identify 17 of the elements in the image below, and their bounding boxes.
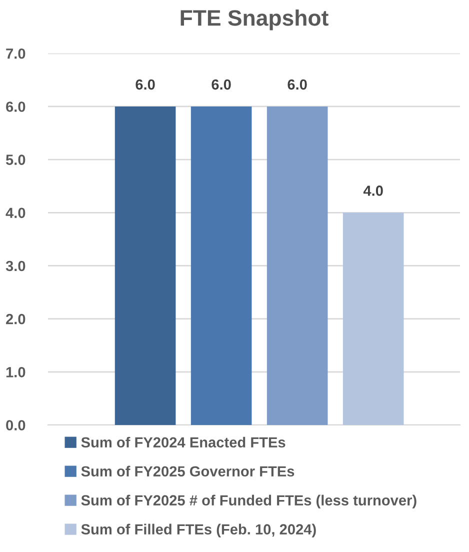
y-tick-label: 1.0 bbox=[6, 367, 26, 378]
legend-label: Sum of FY2025 # of Funded FTEs (less turnover) bbox=[81, 494, 416, 508]
y-tick-label: 0.0 bbox=[6, 420, 26, 430]
y-tick-label: 6.0 bbox=[6, 102, 26, 112]
data-label: 6.0 bbox=[288, 79, 307, 90]
y-tick-label: 7.0 bbox=[6, 48, 26, 59]
y-tick-label: 2.0 bbox=[6, 314, 26, 324]
y-tick-label: 3.0 bbox=[6, 260, 26, 272]
legend-label: Sum of Filled FTEs (Feb. 10, 2024) bbox=[81, 524, 316, 538]
data-label: 6.0 bbox=[212, 79, 231, 90]
data-label: 6.0 bbox=[136, 79, 155, 90]
data-label: 4.0 bbox=[363, 186, 383, 196]
legend-label: Sum of FY2025 Governor FTEs bbox=[81, 466, 294, 477]
chart-title: FTE Snapshot bbox=[180, 9, 328, 30]
y-tick-label: 5.0 bbox=[6, 154, 26, 165]
legend-label: Sum of FY2024 Enacted FTEs bbox=[81, 436, 286, 448]
y-tick-label: 4.0 bbox=[6, 208, 26, 218]
